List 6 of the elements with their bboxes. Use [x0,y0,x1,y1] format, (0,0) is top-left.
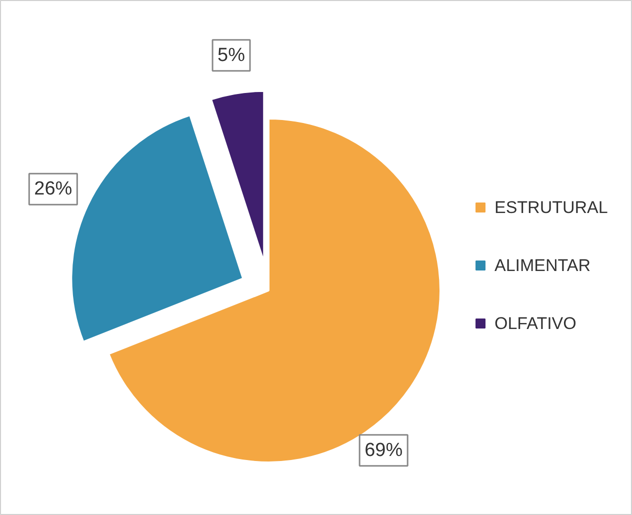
legend-label: ALIMENTAR [494,256,591,275]
legend-label: OLFATIVO [494,314,576,333]
data-label: 5% [218,44,246,66]
legend-label: ESTRUTURAL [494,198,608,217]
data-label: 26% [34,178,72,200]
data-label: 69% [364,440,403,461]
